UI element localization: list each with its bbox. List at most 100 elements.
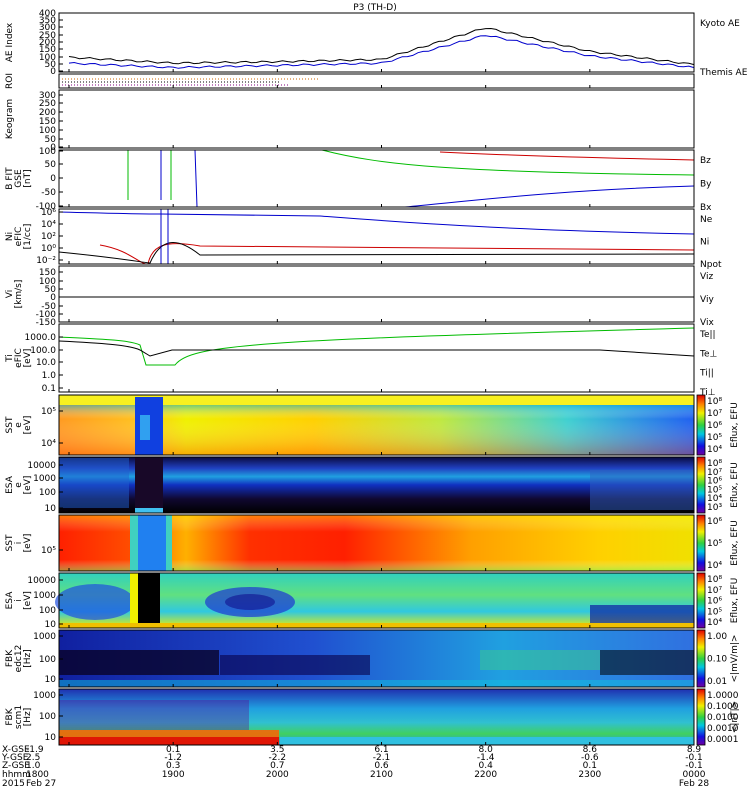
panel-frame-fbkb [58,688,695,746]
panel-frame-ti [58,323,695,393]
y-tick-label: 0 [50,293,56,303]
colorbar-tick: 10⁴ [707,561,722,571]
y-tick-label: 10⁵ [41,546,56,556]
panel-frame-esae [58,456,695,514]
y-tick-label: 10⁻² [36,256,56,266]
y-tick-label: 0 [50,67,56,77]
footer-row-label: Y-GSE [1,753,29,763]
footer-value: 6.1 [374,745,388,755]
y-tick-label: 10000 [27,576,56,586]
legend-entry: Te|| [699,330,716,340]
y-tick-label: 50 [45,285,57,295]
colorbar-tick: 10⁶ [707,421,722,431]
y-axis-label: [eV] [23,349,33,368]
y-axis-label: Ni [5,232,15,241]
bx-by-bz-trace [321,149,695,176]
colorbar-tick: 10⁴ [707,618,722,628]
by-spikes [127,150,172,200]
legend-entry: Ne [700,215,713,225]
colorbar-label: Eflux, EFU [730,578,740,624]
y-tick-label: 50 [45,160,57,170]
panel-frame-bfit [58,149,695,208]
y-tick-label: 1000 [33,474,56,484]
footer-value: 2.5 [26,753,40,763]
colorbar-tick: 10⁴ [707,445,722,455]
y-tick-label: -50 [41,188,56,198]
esa-ion-spectrogram [55,573,694,628]
footer-value: 0.7 [270,761,284,771]
ae-series-1 [68,27,695,66]
colorbar-tick: 10⁵ [707,485,722,495]
y-tick-label: 400 [39,9,56,19]
colorbar-tick: 1.0000 [707,691,739,701]
y-tick-label: 250 [39,31,56,41]
colorbar-tick: 10⁸ [707,459,722,469]
y-axis-label: Vi [5,290,15,298]
y-tick-label: -50 [41,302,56,312]
colorbar-tick: 1.00 [707,632,727,642]
footer-value: 2300 [578,770,601,780]
footer-value: 8.6 [583,745,598,755]
footer-value: -1.2 [164,753,182,763]
colorbar-cb-fbke [696,629,706,688]
legend-entry: Npot [700,260,722,270]
colorbar-tick: 10⁵ [707,539,722,549]
y-tick-label: 10.0 [36,358,56,368]
footer-value: -1.4 [477,753,495,763]
footer-value: 0.4 [479,761,494,771]
y-axis-label: eFIC [14,348,24,368]
y-axis-label: [eV] [23,591,33,610]
colorbar-tick: 10⁸ [707,397,722,407]
colorbar-cb-esai [696,572,706,629]
colorbar-label: Eflux, EFU [730,462,740,508]
bx-spikes [160,149,198,208]
y-tick-label: 150 [39,45,56,55]
legend-entry: Te⊥ [699,349,718,359]
y-axis-label: [1/cc] [23,224,33,250]
ti-par-trace [58,327,695,366]
y-axis-label: eFIC [14,227,24,247]
colorbar-label: <|mV/m|> [730,635,740,683]
y-tick-label: 10² [41,232,56,242]
colorbar-tick: 10³ [707,503,722,513]
legend-entry: Bz [700,156,711,166]
colorbar-tick: 10⁵ [707,607,722,617]
panel-frame-roi [58,73,695,89]
y-axis-label: e [14,422,24,428]
y-axis-label: B FIT [5,167,15,190]
y-tick-label: 100.0 [30,346,56,356]
npot-trace [58,211,695,235]
colorbar-tick: 10⁶ [707,477,722,487]
y-axis-label: edc12 [14,645,24,673]
panel-frame-ssti [58,514,695,572]
colorbar-tick: 0.0001 [707,735,739,745]
y-tick-label: -150 [36,318,57,328]
y-tick-label: 10⁴ [41,439,56,449]
ae-series-0 [68,35,695,69]
colorbar-tick: 10⁷ [707,586,722,596]
y-tick-label: 150 [39,117,56,127]
spectrogram-layer [55,395,694,745]
y-tick-label: 100 [39,277,56,287]
y-tick-label: 10 [45,620,57,630]
y-axis-label: e [14,482,24,488]
footer-value: 1.0 [26,761,41,771]
colorbar-label: Eflux, EFU [730,402,740,448]
y-tick-label: 200 [39,38,56,48]
y-tick-label: 100 [39,126,56,136]
y-tick-label: 200 [39,108,56,118]
y-axis-label: GSE [14,169,24,188]
panel-frame-sste [58,394,695,456]
y-axis-label: [nT] [23,169,33,187]
footer-value: Feb 27 [26,779,56,789]
y-tick-label: 0 [50,174,56,184]
footer-value: -0.6 [581,753,599,763]
y-tick-label: 300 [39,23,56,33]
y-axis-label: [Hz] [23,649,33,668]
colorbar-cb-sste [696,394,706,456]
y-tick-label: 10 [45,504,57,514]
esa-electron-spectrogram [59,457,694,513]
y-tick-label: 0 [50,143,56,153]
colorbar-tick: 10⁸ [707,575,722,585]
y-tick-label: 10⁰ [41,244,56,254]
